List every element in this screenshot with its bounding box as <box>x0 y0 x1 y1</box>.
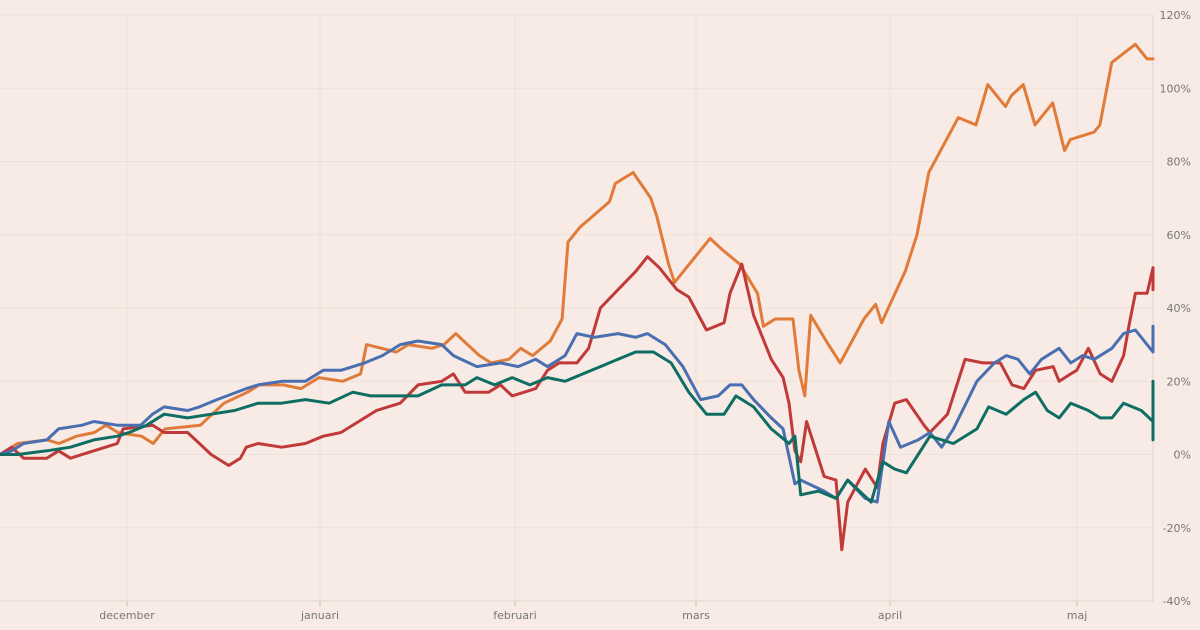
y-tick-label: 40% <box>1167 302 1191 315</box>
x-tick-label: december <box>99 609 155 622</box>
tick-labels: 120% 100% 80% 60% 40% 20% 0% -20% -40% december ja… <box>99 9 1191 622</box>
series-line-1 <box>0 42 1155 456</box>
x-tick-label: april <box>878 609 902 622</box>
series-line-4 <box>0 350 1155 504</box>
y-tick-label: 120% <box>1160 9 1191 22</box>
y-tick-label: 80% <box>1167 156 1191 169</box>
y-tick-label: 100% <box>1160 82 1191 95</box>
series-line-3 <box>0 324 1155 504</box>
y-tick-label: 0% <box>1174 449 1191 462</box>
series-line-2 <box>0 255 1155 552</box>
grid <box>0 14 1153 602</box>
x-tick-label: mars <box>682 609 710 622</box>
x-tick-label: maj <box>1067 609 1088 622</box>
x-tick-label: februari <box>493 609 536 622</box>
x-tick-label: januari <box>300 609 339 622</box>
y-tick-label: -20% <box>1163 522 1191 535</box>
y-tick-label: 20% <box>1167 375 1191 388</box>
y-tick-label: 60% <box>1167 229 1191 242</box>
axes <box>0 15 1154 606</box>
y-tick-label: -40% <box>1163 595 1191 608</box>
series-lines <box>0 42 1155 552</box>
